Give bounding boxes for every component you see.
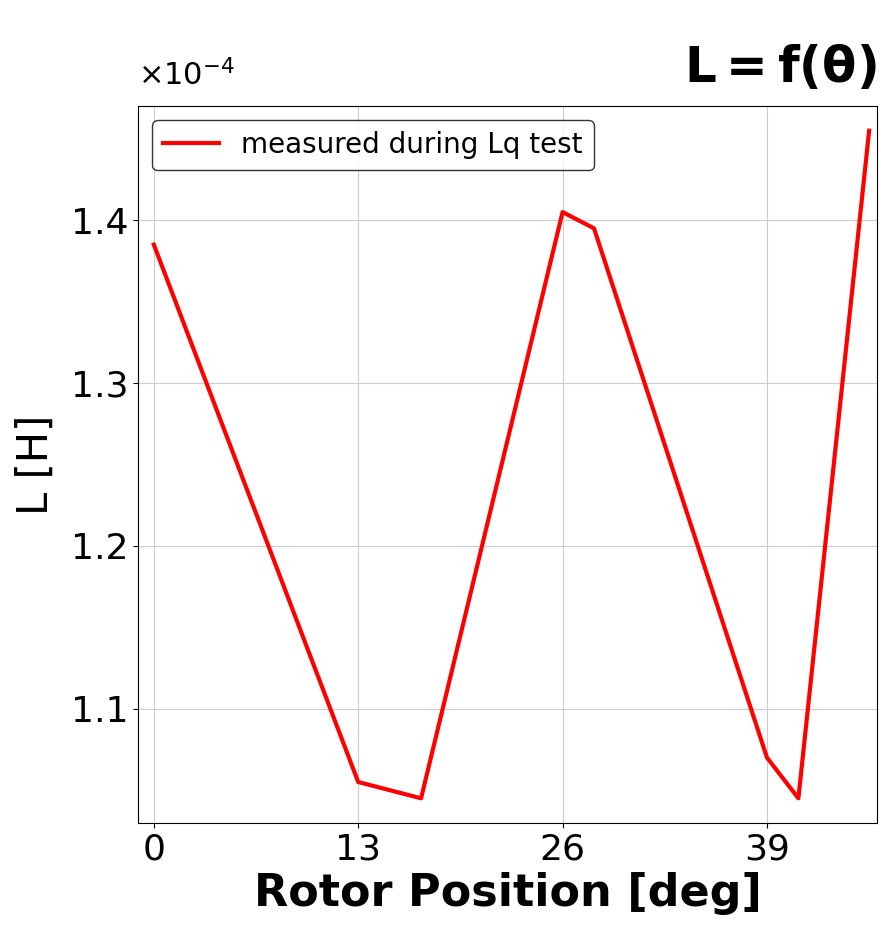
- Text: $\mathbf{L = f(\theta)}$: $\mathbf{L = f(\theta)}$: [684, 43, 877, 92]
- measured during Lq test: [148, 239, 159, 250]
- X-axis label: Rotor Position [deg]: Rotor Position [deg]: [253, 872, 762, 915]
- measured during Lq test: [589, 223, 599, 234]
- Y-axis label: L [H]: L [H]: [15, 414, 57, 514]
- Text: $\times 10^{-4}$: $\times 10^{-4}$: [138, 60, 235, 92]
- Line: measured during Lq test: measured during Lq test: [153, 130, 869, 798]
- measured during Lq test: [762, 752, 772, 764]
- measured during Lq test: [353, 777, 364, 788]
- measured during Lq test: [558, 206, 568, 218]
- measured during Lq test: [793, 792, 804, 804]
- measured during Lq test: [863, 125, 874, 136]
- measured during Lq test: [416, 792, 426, 804]
- Legend: measured during Lq test: measured during Lq test: [152, 120, 593, 170]
